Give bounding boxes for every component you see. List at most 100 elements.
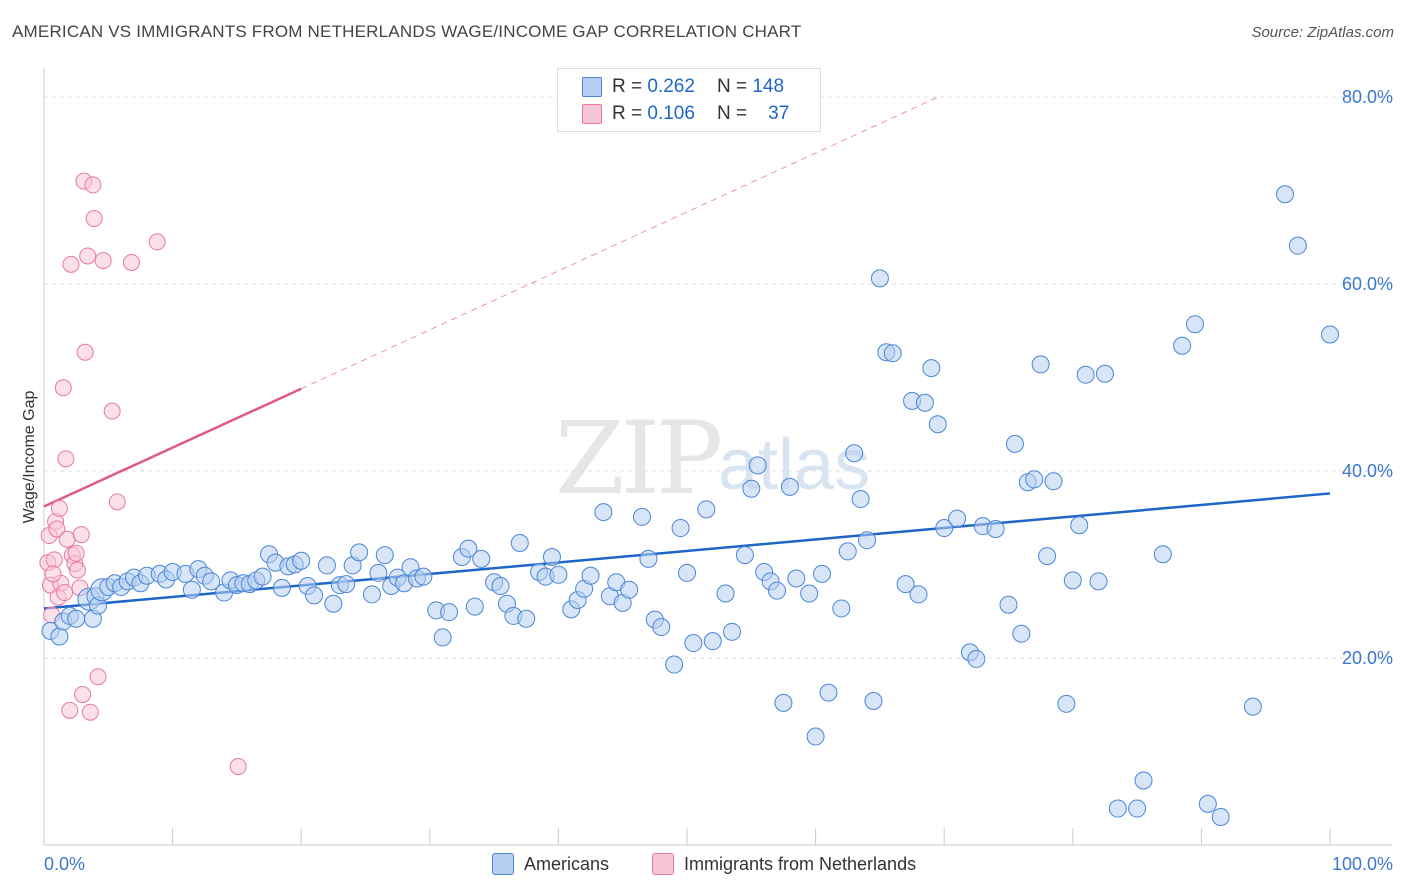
data-point-americans <box>1005 434 1024 453</box>
data-point-netherlands <box>57 450 75 468</box>
data-point-americans <box>491 577 510 596</box>
data-point-netherlands <box>45 551 63 569</box>
bottom-legend-label: Immigrants from Netherlands <box>684 853 917 874</box>
y-tick-label: 80.0% <box>1342 87 1393 107</box>
data-point-americans <box>472 549 491 568</box>
data-point-americans <box>1134 771 1153 790</box>
data-point-americans <box>1063 571 1082 590</box>
bottom-legend-netherlands: Immigrants from Netherlands <box>652 852 916 876</box>
data-point-americans <box>292 551 311 570</box>
data-point-americans <box>510 533 529 552</box>
data-point-americans <box>678 563 696 582</box>
data-point-americans <box>1108 799 1127 818</box>
x-tick-label: 0.0% <box>44 854 85 874</box>
data-point-netherlands <box>108 493 126 511</box>
data-point-americans <box>864 692 883 711</box>
data-point-americans <box>935 519 954 538</box>
data-point-netherlands <box>62 255 80 273</box>
data-point-americans <box>1173 336 1192 355</box>
data-point-americans <box>1057 694 1076 713</box>
data-point-americans <box>832 599 851 618</box>
data-point-americans <box>542 548 561 567</box>
data-point-americans <box>845 444 864 463</box>
data-point-americans <box>1070 516 1089 535</box>
data-point-americans <box>999 595 1018 614</box>
data-point-netherlands <box>79 247 97 265</box>
data-point-netherlands <box>84 176 102 194</box>
data-point-americans <box>967 649 986 668</box>
data-point-americans <box>1076 365 1095 384</box>
legend-row-americans: R = 0.262 N = 148 <box>582 75 784 99</box>
data-point-americans <box>594 503 613 522</box>
data-point-americans <box>671 519 690 538</box>
data-point-americans <box>414 567 433 586</box>
data-point-americans <box>337 575 356 594</box>
data-point-americans <box>67 609 86 628</box>
data-point-americans <box>986 519 1005 538</box>
data-point-americans <box>465 597 484 616</box>
bottom-legend-americans: Americans <box>492 852 609 876</box>
data-point-americans <box>433 628 452 647</box>
data-point-americans <box>375 546 394 565</box>
data-point-americans <box>1012 624 1031 643</box>
chart-title: AMERICAN VS IMMIGRANTS FROM NETHERLANDS … <box>12 22 802 41</box>
bottom-legend-swatch-netherlands <box>652 853 674 875</box>
data-point-americans <box>915 393 934 412</box>
data-point-americans <box>768 581 787 600</box>
data-point-americans <box>549 565 568 584</box>
data-point-americans <box>362 585 381 604</box>
legend-n-value: 37 <box>768 103 790 124</box>
data-point-americans <box>272 578 291 597</box>
data-point-netherlands <box>67 544 85 562</box>
grid-lines <box>44 96 1392 659</box>
data-point-netherlands <box>48 520 66 538</box>
data-point-americans <box>851 490 870 509</box>
legend-row-netherlands: R = 0.106 N = 37 <box>582 102 789 126</box>
legend-n-value: 148 <box>752 76 785 97</box>
legend-n-label: N = <box>716 103 748 124</box>
data-point-americans <box>581 566 600 585</box>
bottom-legend-swatch-americans <box>492 853 514 875</box>
data-point-americans <box>1038 547 1057 566</box>
trend-lines <box>43 96 1331 610</box>
data-point-americans <box>1321 325 1339 344</box>
data-point-netherlands <box>72 526 90 544</box>
data-point-americans <box>305 586 324 605</box>
data-point-americans <box>883 344 902 363</box>
data-point-americans <box>1089 572 1108 591</box>
data-point-americans <box>909 585 928 604</box>
data-point-americans <box>202 572 221 591</box>
data-point-americans <box>1044 472 1063 491</box>
data-point-americans <box>723 622 742 641</box>
legend-r-value: 0.106 <box>647 103 695 124</box>
axis-labels: 20.0% 40.0% 60.0% 80.0% 0.0% 100.0% Wage/Incom… <box>21 87 1393 874</box>
data-point-americans <box>1198 794 1217 813</box>
legend-swatch-americans <box>582 77 602 97</box>
data-point-netherlands <box>122 253 140 271</box>
data-point-americans <box>1185 315 1204 334</box>
data-point-americans <box>787 569 806 588</box>
trend-extension-netherlands <box>300 96 939 390</box>
data-point-americans <box>748 456 767 475</box>
data-point-americans <box>819 683 838 702</box>
data-point-americans <box>697 500 716 519</box>
data-point-americans <box>639 549 658 568</box>
data-point-netherlands <box>68 561 86 579</box>
data-point-netherlands <box>81 703 99 721</box>
data-point-netherlands <box>94 252 112 270</box>
data-point-americans <box>780 477 799 496</box>
trend-line-netherlands <box>43 387 302 508</box>
data-point-netherlands <box>54 379 72 397</box>
data-point-americans <box>50 627 69 646</box>
data-point-americans <box>735 546 754 565</box>
data-point-americans <box>369 563 388 582</box>
data-point-netherlands <box>148 233 166 251</box>
y-tick-label: 40.0% <box>1342 461 1393 481</box>
data-point-americans <box>632 507 651 526</box>
correlation-legend: R = 0.262 N = 148 R = 0.106 N = 37 <box>557 68 821 132</box>
data-point-americans <box>870 269 889 288</box>
data-point-americans <box>350 543 369 562</box>
y-tick-label: 20.0% <box>1342 648 1393 668</box>
data-point-netherlands <box>89 668 107 686</box>
data-point-americans <box>922 359 941 378</box>
